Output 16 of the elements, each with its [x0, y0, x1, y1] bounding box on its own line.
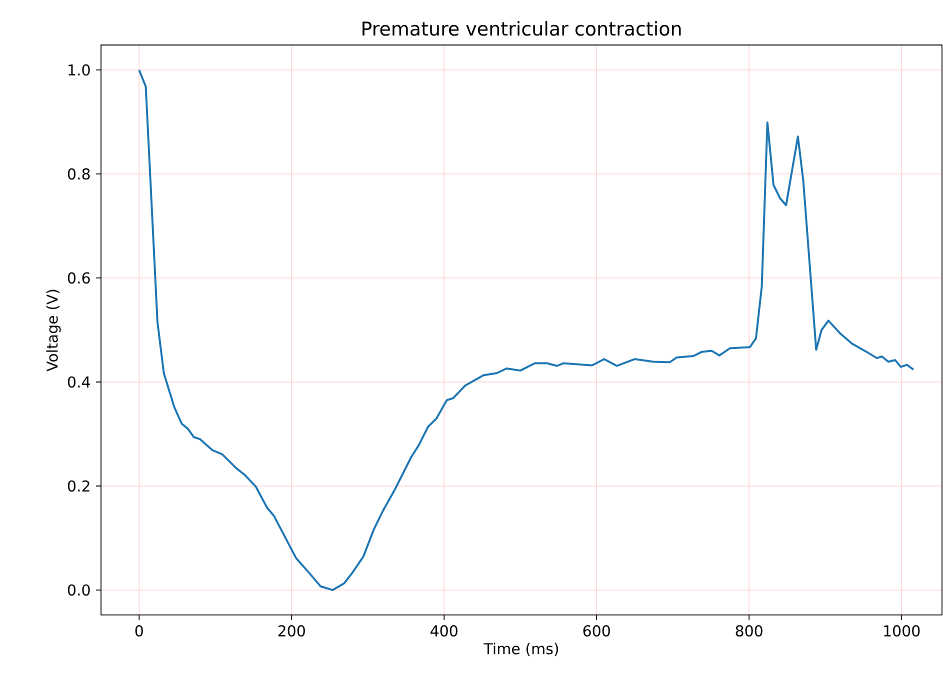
y-tick-label: 0.6: [68, 272, 90, 284]
x-tick-label: 200: [278, 625, 305, 637]
y-tick-label: 1.0: [68, 64, 90, 76]
x-axis-title: Time (ms): [484, 642, 558, 656]
y-tick-label: 0.0: [68, 584, 90, 596]
x-tick-label: 800: [736, 625, 762, 637]
x-tick-label: 0: [135, 625, 143, 637]
x-tick-label: 600: [583, 625, 610, 637]
chart-title: Premature ventricular contraction: [362, 21, 681, 36]
x-tick-label: 400: [430, 625, 458, 637]
y-tick-label: 0.2: [68, 480, 90, 492]
x-tick-label: 1000: [884, 625, 920, 637]
y-tick-label: 0.4: [68, 376, 90, 388]
y-axis-title: Voltage (V): [46, 290, 61, 372]
y-tick-label: 0.8: [68, 168, 90, 180]
line-series: [138, 68, 914, 592]
